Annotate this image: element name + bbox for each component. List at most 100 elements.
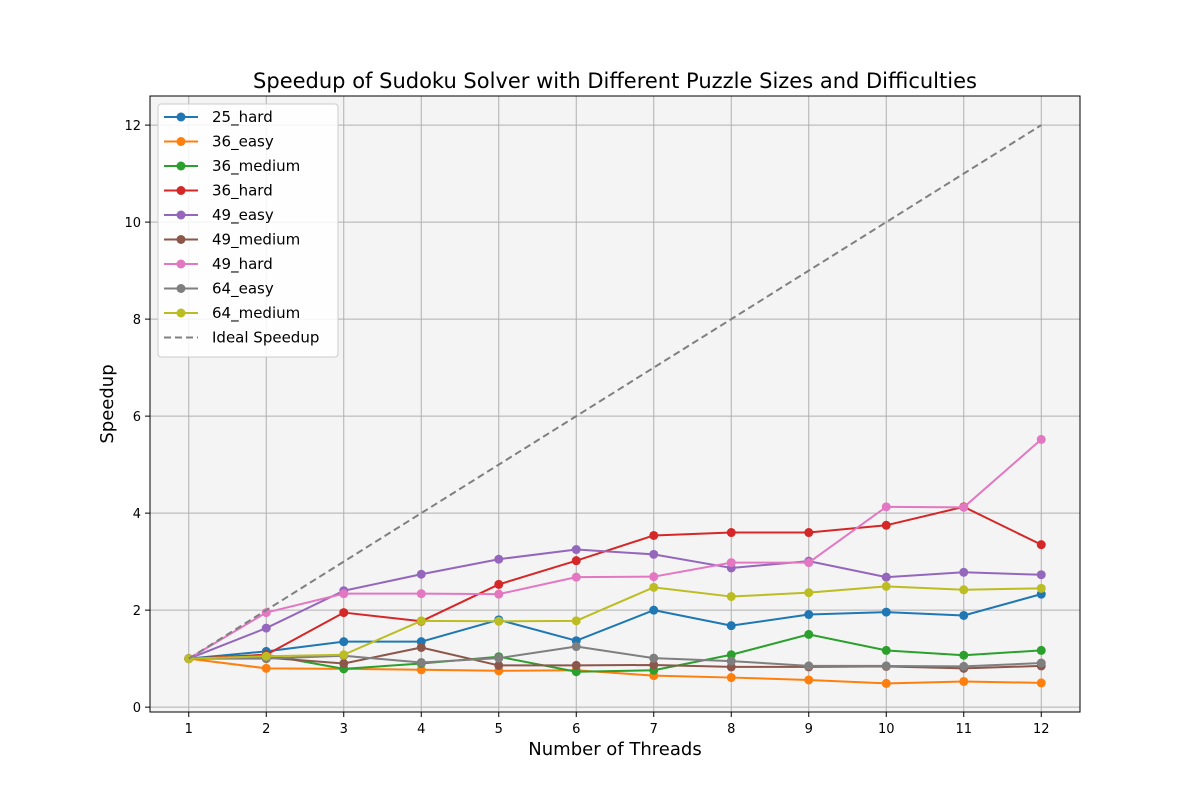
data-point-49-hard — [494, 589, 504, 599]
data-point-36-medium — [726, 650, 736, 660]
x-tick-label: 7 — [650, 722, 658, 737]
data-point-25-hard — [804, 610, 814, 620]
series-line-25-hard — [188, 593, 1042, 660]
data-point-36-hard — [804, 528, 814, 538]
data-point-36-easy — [881, 678, 891, 688]
legend-marker-64-easy — [176, 284, 186, 293]
legend-box — [157, 103, 339, 358]
data-point-36-hard — [494, 579, 504, 589]
legend-marker-25-hard — [176, 112, 186, 122]
series — [184, 124, 1046, 688]
data-point-49-easy — [959, 567, 969, 577]
x-tick-label: 9 — [805, 722, 813, 737]
data-point-64-medium — [494, 616, 504, 626]
data-point-36-hard — [339, 608, 349, 618]
series-line-36-medium — [188, 633, 1042, 673]
data-point-64-medium — [649, 582, 659, 592]
legend-label-36-medium: 36_medium — [212, 157, 300, 176]
data-point-49-medium — [416, 642, 426, 652]
x-tick-label: 10 — [878, 722, 895, 737]
chart-title: Speedup of Sudoku Solver with Different … — [253, 69, 977, 93]
legend-marker-49-hard — [176, 259, 186, 269]
x-axis-title: Number of Threads — [528, 739, 701, 760]
legend-label-49-hard: 49_hard — [212, 255, 273, 274]
legend-label-49-easy: 49_easy — [212, 206, 274, 225]
legend-marker-64-medium — [176, 308, 186, 318]
data-point-36-medium — [804, 629, 814, 639]
data-point-25-hard — [959, 610, 969, 620]
legend-label-36-easy: 36_easy — [212, 133, 274, 152]
data-point-49-easy — [1036, 570, 1046, 580]
series-25-hard — [184, 589, 1046, 664]
data-point-25-hard — [881, 607, 891, 617]
data-point-36-medium — [1036, 645, 1046, 655]
data-point-25-hard — [649, 605, 659, 615]
x-tick-label: 1 — [185, 722, 193, 737]
x-tick-label: 6 — [572, 722, 580, 737]
data-point-36-medium — [571, 667, 581, 677]
data-point-36-medium — [959, 650, 969, 660]
data-point-49-easy — [494, 554, 504, 564]
data-point-25-hard — [339, 637, 349, 647]
data-point-49-hard — [959, 502, 969, 512]
data-point-64-easy — [1036, 658, 1046, 668]
data-point-36-hard — [881, 520, 891, 530]
data-point-49-hard — [416, 589, 426, 599]
data-point-36-easy — [416, 665, 426, 675]
legend-label-ideal-speedup: Ideal Speedup — [212, 329, 319, 347]
plot-frame — [149, 95, 1081, 713]
legend-marker-36-medium — [176, 161, 186, 171]
data-point-36-hard — [726, 528, 736, 538]
data-point-64-medium — [1036, 583, 1046, 593]
legend-marker-49-medium — [176, 235, 186, 244]
data-point-64-easy — [726, 656, 736, 666]
data-point-49-hard — [571, 572, 581, 582]
y-tick-label: 12 — [124, 119, 141, 134]
grid — [150, 96, 1080, 712]
data-point-64-easy — [571, 642, 581, 652]
data-point-49-easy — [261, 623, 271, 633]
data-point-49-hard — [726, 558, 736, 568]
legend-label-49-medium: 49_medium — [212, 231, 300, 250]
x-tick-label: 5 — [495, 722, 503, 737]
data-point-36-easy — [1036, 678, 1046, 688]
data-point-49-hard — [261, 608, 271, 618]
data-point-64-medium — [416, 616, 426, 626]
x-tick-label: 8 — [727, 722, 735, 737]
x-tick-label: 4 — [417, 722, 425, 737]
data-point-64-medium — [804, 588, 814, 598]
data-point-25-hard — [726, 621, 736, 631]
data-point-36-hard — [571, 556, 581, 566]
y-tick-label: 8 — [133, 313, 141, 328]
series-line-36-easy — [188, 657, 1042, 685]
y-tick-label: 10 — [124, 216, 141, 231]
series-36-easy — [184, 654, 1046, 688]
y-tick-label: 4 — [133, 507, 141, 522]
data-point-49-easy — [416, 569, 426, 579]
data-point-36-hard — [1036, 540, 1046, 550]
legend-label-64-easy: 64_easy — [212, 280, 274, 299]
data-point-64-easy — [959, 661, 969, 671]
data-point-49-easy — [881, 572, 891, 582]
legend-marker-49-easy — [176, 210, 186, 220]
series-line-64-easy — [188, 645, 1042, 668]
series-line-36-hard — [188, 505, 1042, 660]
legend-label-25-hard: 25_hard — [212, 108, 273, 127]
data-point-49-hard — [804, 558, 814, 568]
legend-marker-36-hard — [176, 186, 186, 195]
data-point-64-easy — [804, 661, 814, 671]
data-point-36-hard — [649, 530, 659, 540]
x-tick-label: 11 — [955, 722, 972, 737]
y-tick-label: 6 — [133, 410, 141, 425]
data-point-64-medium — [959, 585, 969, 595]
data-point-64-easy — [881, 661, 891, 671]
data-point-64-medium — [881, 581, 891, 591]
data-point-49-easy — [649, 549, 659, 559]
data-point-49-medium — [571, 660, 581, 670]
data-point-49-hard — [339, 589, 349, 599]
data-point-36-medium — [881, 645, 891, 655]
data-point-49-medium — [494, 660, 504, 670]
data-point-64-easy — [494, 653, 504, 663]
series-ideal-speedup — [188, 124, 1042, 660]
